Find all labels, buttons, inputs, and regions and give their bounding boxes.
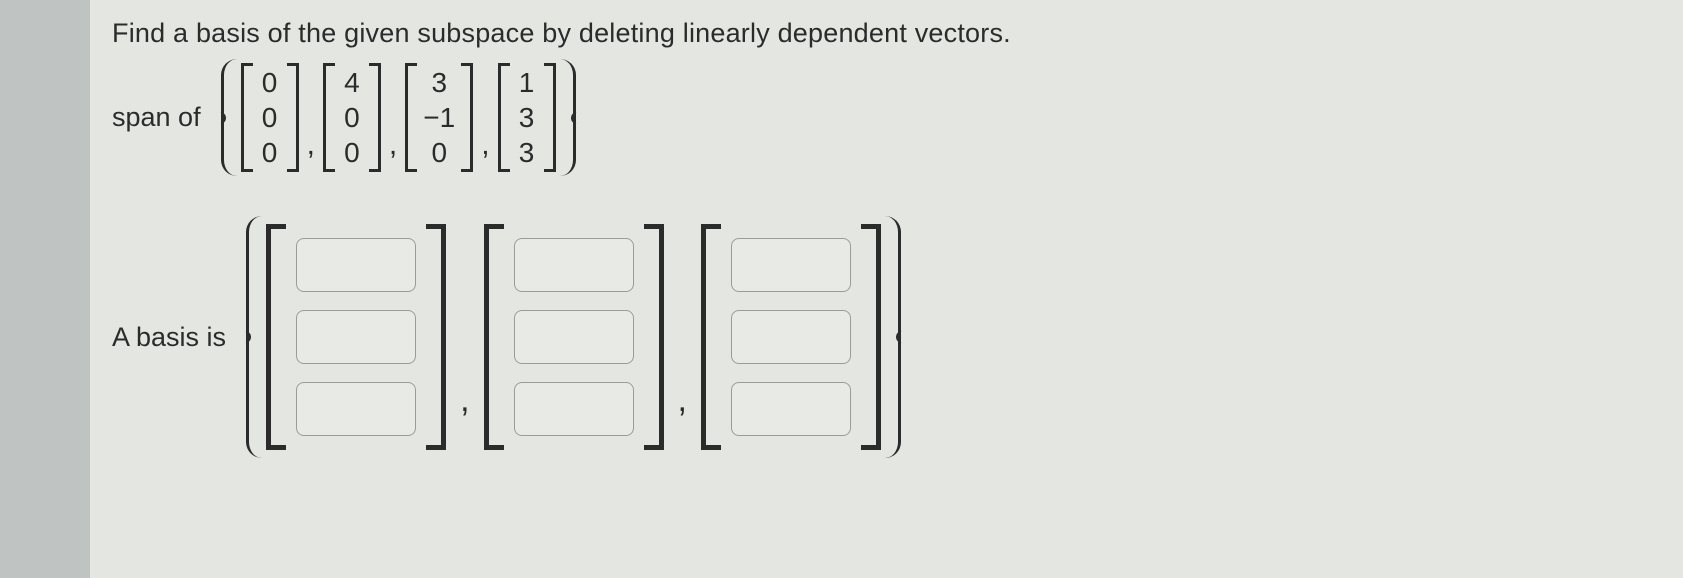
basis-row: A basis is ,	[112, 216, 1661, 458]
span-row: span of 0 0 0 ,	[112, 59, 1661, 176]
answer-vector-2	[484, 224, 664, 450]
left-curly-brace-icon	[240, 216, 262, 458]
prompt-text: Find a basis of the given subspace by de…	[112, 18, 1661, 49]
vector-cell: 4	[337, 65, 367, 100]
answer-input-3-1[interactable]	[731, 238, 851, 292]
separator: ,	[299, 128, 323, 172]
left-bracket-icon	[405, 63, 417, 172]
vector-4: 1 3 3	[498, 63, 556, 172]
right-bracket-icon	[861, 224, 881, 450]
span-label: span of	[112, 102, 201, 133]
left-curly-brace-icon	[215, 59, 237, 176]
vector-cell: 0	[255, 135, 285, 170]
given-vector-set: 0 0 0 , 4 0 0 ,	[215, 59, 582, 176]
right-bracket-icon	[544, 63, 556, 172]
separator: ,	[381, 128, 405, 172]
separator: ,	[473, 128, 497, 172]
right-bracket-icon	[369, 63, 381, 172]
problem-sheet: Find a basis of the given subspace by de…	[90, 0, 1683, 578]
right-bracket-icon	[644, 224, 664, 450]
answer-vector-set: , ,	[240, 216, 907, 458]
right-curly-brace-icon	[560, 59, 582, 176]
vector-cell: 1	[512, 65, 542, 100]
vector-cell: 0	[419, 135, 459, 170]
left-bracket-icon	[266, 224, 286, 450]
left-bracket-icon	[241, 63, 253, 172]
vector-cell: 3	[512, 100, 542, 135]
vector-cell: 0	[255, 65, 285, 100]
vector-cell: 3	[512, 135, 542, 170]
separator: ,	[664, 381, 701, 450]
answer-vectors: , ,	[262, 216, 885, 458]
separator: ,	[446, 381, 483, 450]
vector-1: 0 0 0	[241, 63, 299, 172]
answer-input-1-3[interactable]	[296, 382, 416, 436]
vector-cell: −1	[419, 100, 459, 135]
answer-input-2-1[interactable]	[514, 238, 634, 292]
right-bracket-icon	[287, 63, 299, 172]
vector-cell: 0	[337, 100, 367, 135]
answer-input-1-2[interactable]	[296, 310, 416, 364]
answer-input-3-3[interactable]	[731, 382, 851, 436]
vector-cell: 0	[255, 100, 285, 135]
vector-2: 4 0 0	[323, 63, 381, 172]
vector-cell: 3	[419, 65, 459, 100]
left-bracket-icon	[498, 63, 510, 172]
vector-cell: 0	[337, 135, 367, 170]
left-bracket-icon	[484, 224, 504, 450]
answer-input-2-3[interactable]	[514, 382, 634, 436]
basis-label: A basis is	[112, 322, 226, 353]
answer-vector-3	[701, 224, 881, 450]
answer-input-3-2[interactable]	[731, 310, 851, 364]
left-bracket-icon	[323, 63, 335, 172]
right-bracket-icon	[426, 224, 446, 450]
answer-input-2-2[interactable]	[514, 310, 634, 364]
left-bracket-icon	[701, 224, 721, 450]
answer-vector-1	[266, 224, 446, 450]
answer-input-1-1[interactable]	[296, 238, 416, 292]
vector-3: 3 −1 0	[405, 63, 473, 172]
given-vectors: 0 0 0 , 4 0 0 ,	[237, 59, 560, 176]
right-curly-brace-icon	[885, 216, 907, 458]
right-bracket-icon	[461, 63, 473, 172]
